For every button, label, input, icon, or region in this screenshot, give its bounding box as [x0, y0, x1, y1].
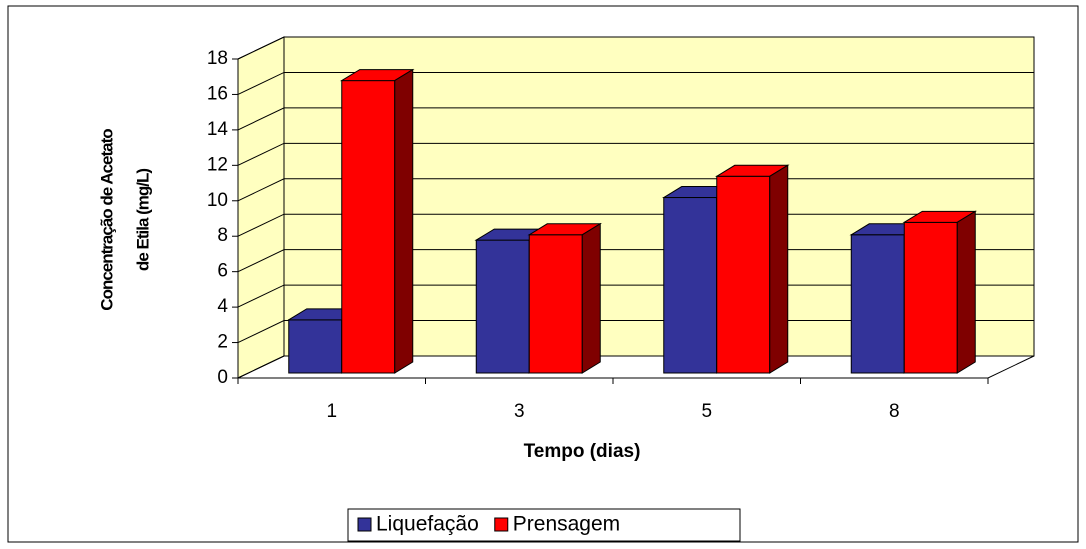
bar-front: [716, 175, 771, 374]
y-tick-label: 18: [207, 48, 228, 69]
grid-line: [237, 107, 1034, 131]
bar-side: [956, 210, 976, 374]
legend-swatch: [357, 517, 372, 532]
x-tick-label: 1: [326, 401, 337, 422]
y-tick-label: 14: [207, 119, 229, 140]
bar: [527, 222, 603, 374]
grid-line: [237, 36, 1034, 60]
bar-side: [581, 222, 601, 374]
y-tick-label: 2: [217, 332, 228, 353]
bar-front: [341, 80, 396, 374]
x-tick-label: 5: [701, 401, 712, 422]
y-tick-label: 12: [207, 154, 228, 175]
y-tick-label: 4: [217, 296, 228, 317]
legend-box: [347, 508, 741, 542]
y-axis-title-line: de Etila (mg/L): [133, 169, 152, 271]
side-wall: [237, 36, 285, 379]
legend-label: Liquefação: [376, 513, 479, 536]
bar: [902, 210, 978, 374]
bar-front: [850, 234, 905, 374]
y-axis-title: Concentração de Acetato de Etila (mg/L): [97, 129, 152, 311]
bar-front: [528, 234, 583, 374]
bar-front: [288, 319, 343, 374]
grid-line: [237, 71, 1034, 95]
y-tick-label: 10: [207, 190, 228, 211]
y-axis-title-line: Concentração de Acetato: [97, 129, 116, 311]
legend-swatch: [494, 517, 509, 532]
legend-label: Prensagem: [513, 513, 620, 536]
x-axis-title: Tempo (dias): [524, 441, 641, 462]
x-tick-label: 3: [514, 401, 525, 422]
y-tick-label: 8: [217, 225, 228, 246]
x-tick-label: 8: [889, 401, 900, 422]
bar: [339, 68, 415, 374]
y-tick-label: 16: [207, 83, 228, 104]
bar-front: [475, 239, 530, 374]
bar-front: [663, 197, 718, 374]
bar-side: [394, 68, 414, 374]
bar-front: [903, 221, 958, 374]
bar: [714, 164, 790, 374]
y-tick-label: 6: [217, 261, 228, 282]
y-tick-label: 0: [217, 367, 228, 388]
grid-line: [237, 142, 1034, 166]
bar-side: [769, 164, 789, 374]
legend: Liquefação Prensagem: [347, 508, 741, 542]
